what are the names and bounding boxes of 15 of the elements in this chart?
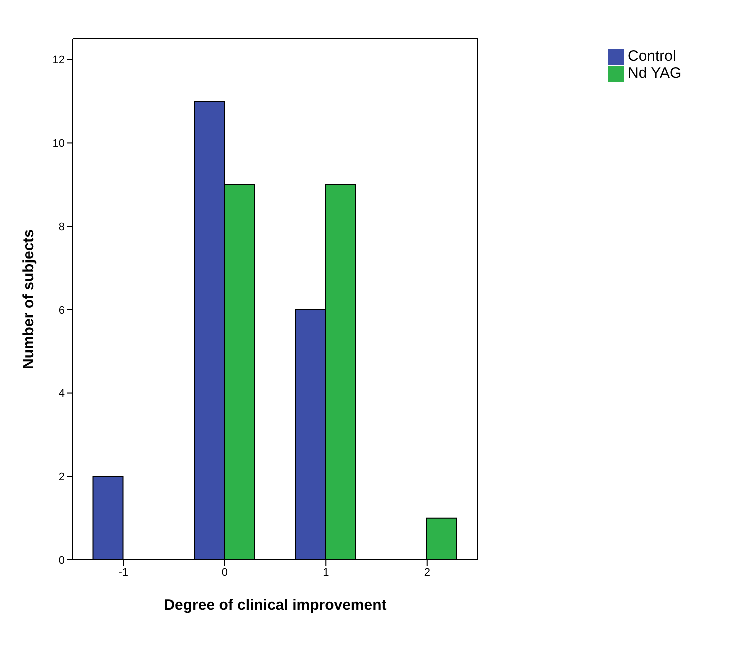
x-tick-label: 2 bbox=[424, 566, 430, 579]
y-axis-title: Number of subjects bbox=[20, 229, 38, 370]
x-tick-label: 1 bbox=[323, 566, 330, 579]
legend-label: Nd YAG bbox=[628, 65, 682, 82]
y-tick-label: 2 bbox=[58, 472, 65, 484]
y-tick-label: 10 bbox=[52, 138, 65, 150]
y-tick-label: 12 bbox=[52, 54, 65, 67]
x-axis-title: Degree of clinical improvement bbox=[164, 597, 387, 614]
x-tick-label: 0 bbox=[222, 566, 228, 579]
legend-label: Control bbox=[628, 48, 676, 65]
x-tick-label: -1 bbox=[118, 566, 129, 579]
y-tick-label: 8 bbox=[58, 221, 65, 234]
y-tick-label: 4 bbox=[58, 388, 65, 400]
y-tick-label: 6 bbox=[58, 304, 65, 317]
y-tick-label: 0 bbox=[58, 554, 65, 567]
